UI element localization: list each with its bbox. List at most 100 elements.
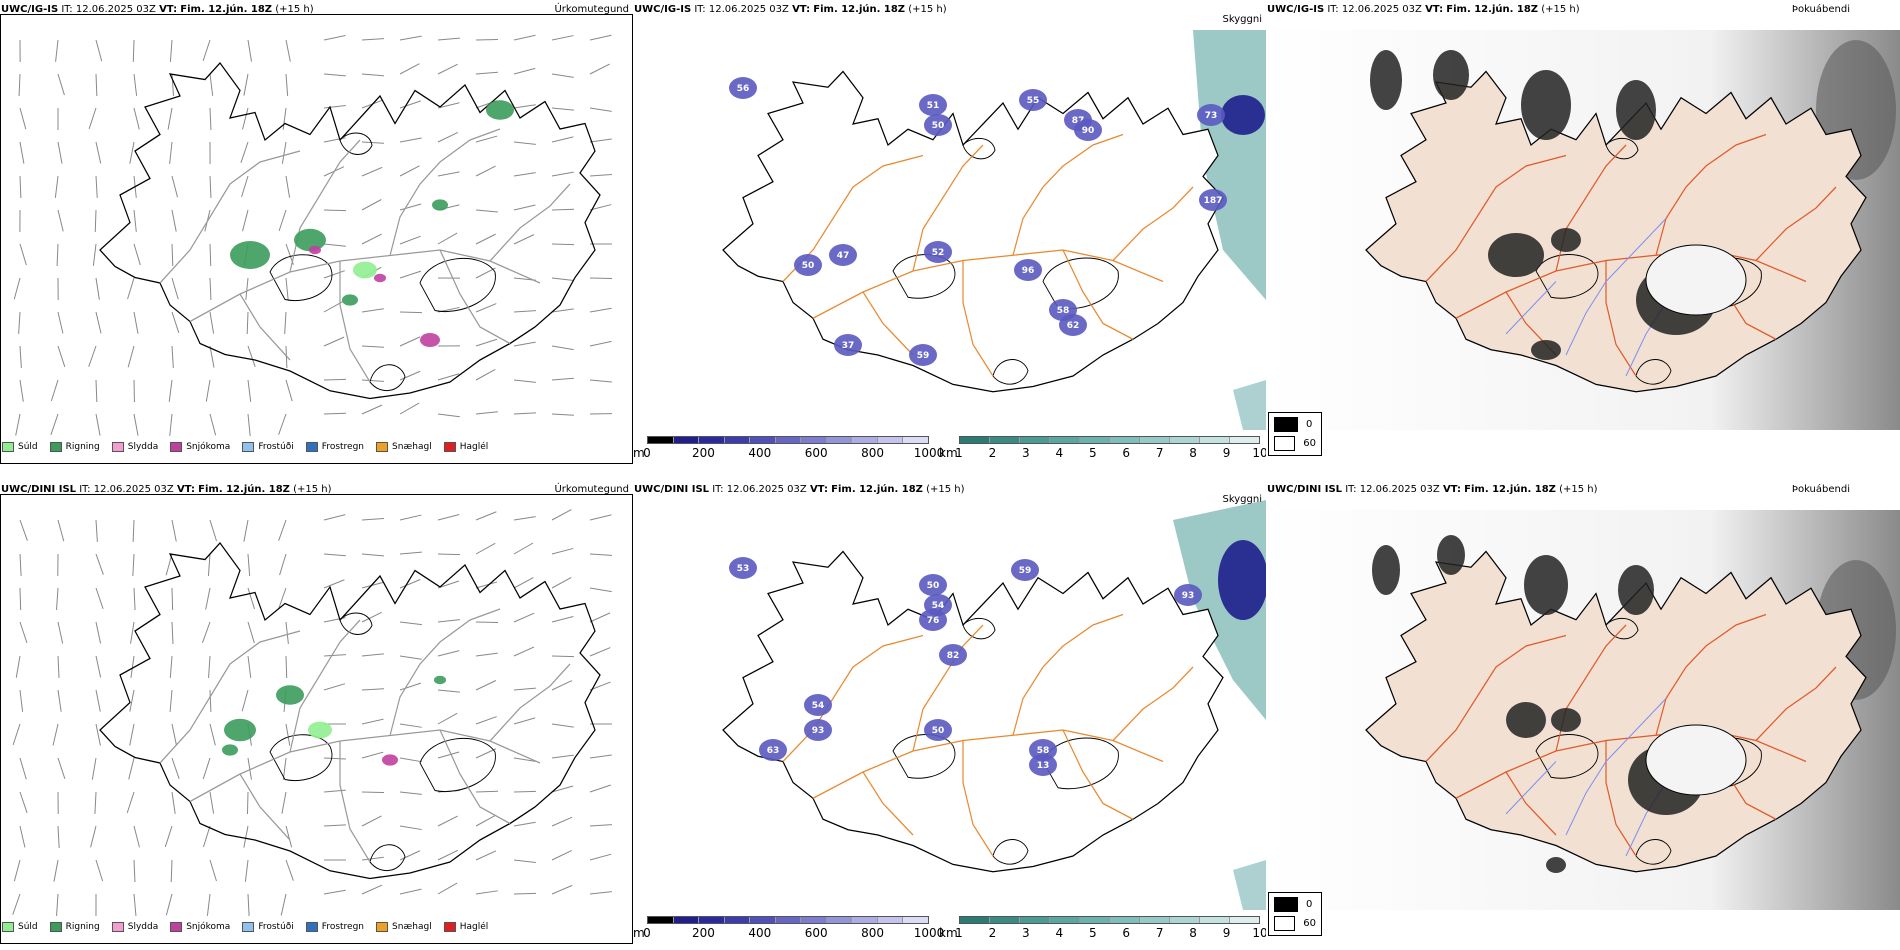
wind-barb xyxy=(247,587,255,610)
precip-area xyxy=(294,228,326,252)
wind-barb xyxy=(513,516,536,521)
colorbar-bin xyxy=(1170,917,1200,923)
legend-item: Snjókoma xyxy=(170,922,230,932)
coastline xyxy=(722,70,1224,393)
wind-barb xyxy=(247,655,252,678)
cloud-base-area xyxy=(1221,95,1265,135)
wind-barb xyxy=(92,243,97,266)
legend-label: Snjókoma xyxy=(186,922,231,932)
wind-barb xyxy=(55,39,59,62)
colorbar-tick: 1 xyxy=(955,446,963,460)
cloud-base-area xyxy=(1014,259,1042,281)
wind-barb xyxy=(57,141,63,164)
wind-barb xyxy=(57,621,64,644)
fog-area xyxy=(1521,70,1571,140)
wind-barb xyxy=(589,514,612,521)
wind-barb xyxy=(513,234,535,245)
wind-barb xyxy=(323,683,346,691)
wind-barb xyxy=(95,413,101,436)
colorbar-unit: km xyxy=(939,926,958,940)
wind-barb xyxy=(361,379,384,382)
wind-barb xyxy=(133,73,138,96)
legend-label: Snæhagl xyxy=(392,922,432,932)
wind-barb xyxy=(207,553,211,576)
wind-barb xyxy=(242,107,249,130)
cloud-base-label: 59 xyxy=(1019,566,1032,576)
colorbar-tick: 1000 xyxy=(913,446,945,460)
cloud-base-area xyxy=(919,609,947,631)
wind-barb xyxy=(247,621,255,644)
wind-barb xyxy=(57,519,65,542)
wind-barb xyxy=(475,303,497,313)
wind-barb xyxy=(361,404,383,415)
iceland-map xyxy=(99,542,601,880)
lead-time: (+15 h) xyxy=(1541,4,1580,15)
wind-barb xyxy=(284,311,287,334)
wind-barb xyxy=(361,199,382,211)
glacier-outline xyxy=(1042,737,1119,790)
wind-barb xyxy=(278,587,287,609)
visibility-colorbar: km 1 2 3 4 5 6 7 8 9 10 xyxy=(939,436,1266,462)
colorbar-bin xyxy=(990,917,1020,923)
wind-barb xyxy=(361,233,382,245)
wind-barb xyxy=(19,175,22,199)
wind-barb xyxy=(437,63,458,75)
wind-barb xyxy=(247,39,253,62)
legend-label: Súld xyxy=(18,442,38,452)
wind-barb xyxy=(361,581,384,589)
wind-barb xyxy=(13,859,21,882)
wind-barb xyxy=(206,893,211,916)
panel-frame xyxy=(0,494,633,944)
wind-barb xyxy=(281,791,287,814)
colorbar-bin xyxy=(801,437,827,443)
colorbar-bin xyxy=(877,437,904,443)
wind-barb xyxy=(205,379,211,402)
wind-barb xyxy=(244,859,249,882)
colorbar-bin xyxy=(1110,917,1140,923)
legend-label: 0 xyxy=(1306,419,1313,430)
wind-barb xyxy=(57,689,62,712)
legend-swatch xyxy=(376,442,389,452)
it-value: 12.06.2025 03Z xyxy=(708,4,789,15)
wind-barb xyxy=(437,232,458,245)
glacier-outline xyxy=(269,734,333,782)
colorbar-bin xyxy=(877,917,904,923)
glacier-outline xyxy=(892,254,956,299)
wind-barb xyxy=(437,849,458,861)
cloud-base-area xyxy=(1197,104,1225,126)
wind-barb xyxy=(399,100,421,109)
wind-barb xyxy=(437,37,460,41)
road xyxy=(1505,771,1557,836)
low-visibility-area xyxy=(1233,380,1266,430)
wind-barb xyxy=(243,825,249,848)
wind-barb xyxy=(475,790,499,793)
coastline xyxy=(1365,550,1867,873)
wind-barb xyxy=(437,373,460,381)
wind-barb xyxy=(19,621,28,644)
precip-area xyxy=(420,333,440,347)
wind-barb xyxy=(589,754,612,759)
precip-area xyxy=(309,245,321,255)
wind-barb xyxy=(282,107,287,130)
road xyxy=(389,608,501,736)
road xyxy=(189,729,541,803)
colorbar-bin xyxy=(903,917,929,923)
wind-barb xyxy=(57,757,66,780)
precip-area xyxy=(230,241,270,269)
wind-barb xyxy=(247,413,251,436)
colorbar-unit: m xyxy=(633,446,645,460)
wind-barb xyxy=(475,233,496,245)
wind-barb xyxy=(245,277,249,300)
wind-barb xyxy=(323,412,347,415)
legend-item: Frostregn xyxy=(305,922,364,932)
wind-barb xyxy=(94,791,97,814)
wind-barb xyxy=(285,39,291,62)
wind-barb xyxy=(551,816,573,827)
legend-item: Slydda xyxy=(111,922,158,932)
precip-area xyxy=(353,261,377,279)
road xyxy=(912,144,984,272)
wind-barb xyxy=(243,73,249,96)
wind-barb xyxy=(513,757,536,762)
wind-barb xyxy=(209,243,212,267)
wind-barb xyxy=(551,616,574,623)
